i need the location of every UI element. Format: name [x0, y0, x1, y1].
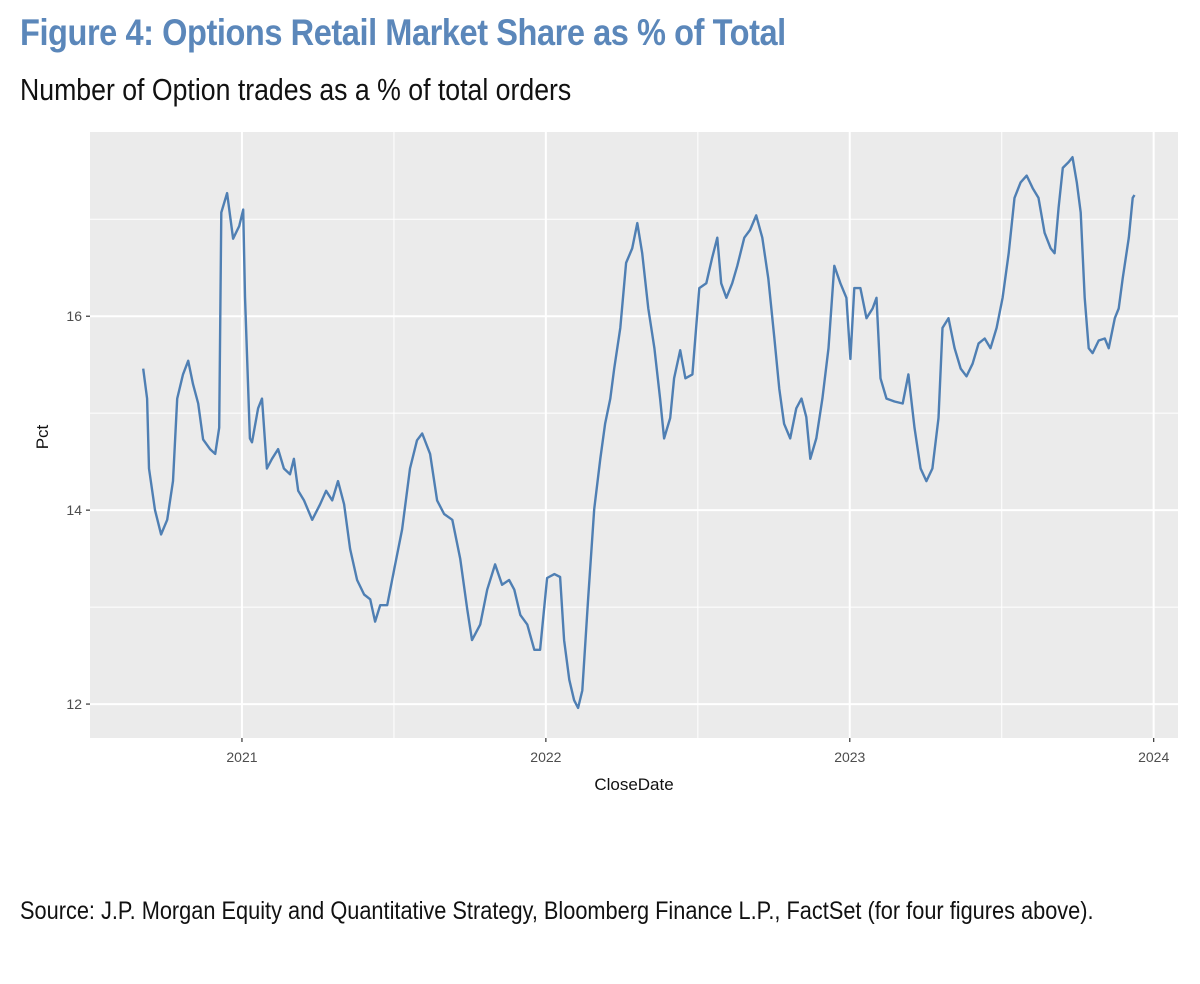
x-tick-label: 2022 — [530, 749, 561, 765]
x-axis: 2021 2022 2023 2024 — [226, 738, 1169, 765]
x-tick-label: 2023 — [834, 749, 865, 765]
line-chart: 12 14 16 2021 2022 2023 2024 CloseDate Pct — [33, 132, 1178, 794]
y-tick-label: 14 — [66, 502, 82, 518]
source-note: Source: J.P. Morgan Equity and Quantitat… — [20, 897, 1094, 925]
x-tick-label: 2021 — [226, 749, 257, 765]
x-axis-title: CloseDate — [594, 775, 673, 794]
series-line-pct — [142, 156, 1136, 710]
y-axis: 12 14 16 — [66, 308, 90, 712]
minor-gridlines — [90, 132, 1178, 738]
y-tick-label: 16 — [66, 308, 82, 324]
x-tick-label: 2024 — [1138, 749, 1169, 765]
figure-subtitle: Number of Option trades as a % of total … — [20, 72, 572, 107]
y-axis-title: Pct — [33, 424, 52, 449]
y-tick-label: 12 — [66, 696, 82, 712]
major-gridlines — [90, 132, 1178, 738]
figure-title: Figure 4: Options Retail Market Share as… — [20, 12, 786, 53]
plot-panel — [90, 132, 1178, 738]
